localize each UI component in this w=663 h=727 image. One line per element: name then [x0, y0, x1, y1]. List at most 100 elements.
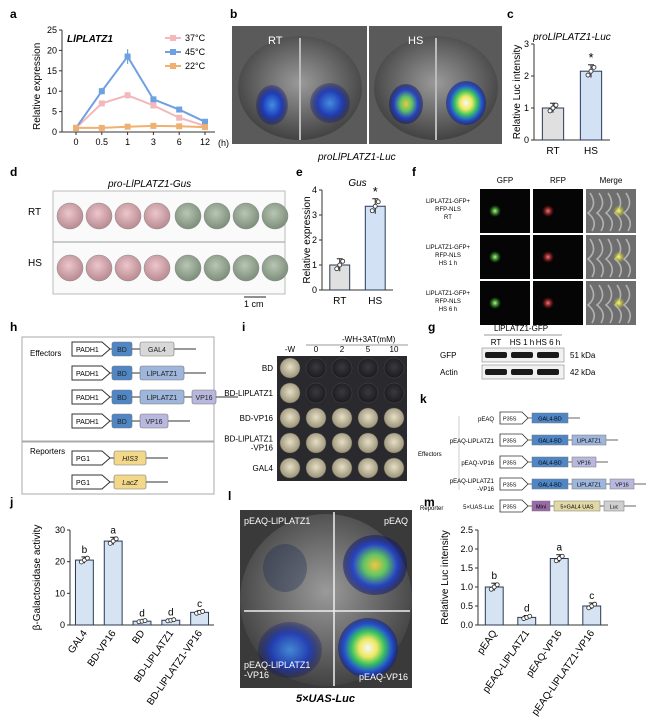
panel-b-letter: b [230, 7, 237, 21]
yeast-spot [383, 432, 405, 454]
panel-i-row: GAL4 [253, 464, 274, 473]
construct-label: BD [117, 347, 127, 354]
gus-disc [232, 202, 260, 230]
panel-k-row-name: -VP16 [477, 487, 494, 493]
yeast-spot [331, 432, 353, 454]
chart-m-ytick: 1.5 [460, 563, 473, 573]
promoter-arrow [71, 389, 111, 405]
panel-d-scale: 1 cm [244, 299, 264, 309]
chart-e-title: Gus [348, 178, 366, 189]
chart-m-xtick: pEAQ [475, 628, 499, 656]
blot-band [511, 352, 533, 358]
blot-band [485, 369, 507, 375]
panel-a-ytick: 15 [47, 66, 57, 76]
chart-e-bar [364, 205, 386, 291]
panel-m: m 0.00.51.01.52.02.5bpEAQdpEAQ-LlPLATZ1a… [424, 495, 608, 718]
gus-disc [85, 202, 113, 230]
panel-a-point [150, 96, 157, 103]
gus-disc [203, 202, 231, 230]
construct-box [139, 389, 185, 405]
panel-c: c 0 1 2 3 RT * HS proLlPLATZ1-Luc Relative Luc i… [507, 7, 611, 157]
gus-disc [143, 202, 171, 230]
panel-l-letter: l [228, 489, 231, 503]
panel-a-xlabel: (h) [218, 138, 229, 148]
panel-i-col: 10 [390, 345, 399, 354]
chart-c-ytick: 0 [524, 135, 529, 145]
panel-e: e 0 1 2 3 4 RT * HS Gus Relative expression [296, 165, 393, 307]
panel-a-line-1 [75, 54, 206, 129]
construct-label: HIS3 [122, 456, 138, 463]
panel-i-row: BD-VP16 [240, 414, 274, 423]
gus-disc [114, 254, 142, 282]
panel-a-point [98, 124, 105, 131]
gus-disc [143, 254, 171, 282]
panel-i-row: BD-LlPLATZ1 [224, 389, 273, 398]
panel-a-legend-label: 45°C [185, 47, 206, 57]
promoter-label: PADH1 [76, 419, 99, 426]
panel-a-point [98, 88, 105, 95]
chart-j-ytick: 20 [55, 557, 65, 567]
panel-d-row-hs: HS [28, 258, 42, 269]
panel-k-row-name: pEAQ-VP16 [461, 461, 494, 467]
nucleus-dot [489, 205, 501, 217]
panel-i-col: 0 [314, 345, 319, 354]
panel-k-effectors: Effectors [418, 452, 442, 458]
yeast-spot [383, 407, 405, 429]
panel-f-row-label: HS 1 h [439, 261, 457, 267]
panel-f-letter: f [412, 165, 417, 179]
promoter-label: P35S [503, 461, 517, 467]
construct-box [111, 341, 133, 357]
panel-m-letter: m [424, 495, 435, 509]
chart-m-ytick: 0.5 [460, 601, 473, 611]
panel-a-ylabel: Relative expression [32, 43, 43, 130]
panel-g: g LlPLATZ1-GFP RT HS 1 h HS 6 h GFP 51 kDa Act… [428, 320, 596, 380]
nucleus-dot [542, 297, 554, 309]
gus-disc [174, 202, 202, 230]
panel-i-col: 5 [366, 345, 371, 354]
panel-d: d pro-LlPLATZ1-Gus RT HS 1 cm [10, 165, 289, 309]
chart-m-ylabel: Relative Luc intensity [440, 530, 451, 625]
panel-j-letter: j [9, 495, 13, 509]
panel-a: a LlPLATZ1 0 5 10 15 20 25 0 0.5 1 3 6 12 Relative… [10, 7, 229, 148]
gus-disc [174, 254, 202, 282]
panel-b: b RT HS proLlPLATZ1-Luc [230, 7, 502, 163]
promoter-label: PADH1 [76, 371, 99, 378]
panel-a-point [176, 114, 183, 121]
panel-a-xtick: 0.5 [96, 137, 109, 147]
chart-j-letter: b [82, 545, 88, 556]
chart-j-xtick: GAL4 [66, 628, 90, 656]
yeast-spot [383, 382, 405, 404]
panel-a-ytick: 0 [52, 127, 57, 137]
panel-c-chart: 0 1 2 3 RT * HS proLlPLATZ1-Luc Relative Luc int… [512, 32, 611, 157]
chart-m-letter: a [556, 543, 562, 554]
panel-a-xtick: 1 [125, 137, 130, 147]
panel-i-row: -VP16 [251, 444, 274, 453]
chart-m-letter: c [589, 591, 594, 602]
panel-f-col-label: Merge [600, 176, 623, 185]
yeast-spot [331, 457, 353, 479]
panel-f-row-label: RFP-NLS [435, 207, 461, 213]
chart-e-ytick: 4 [312, 185, 317, 195]
promoter-arrow [499, 411, 529, 425]
panel-a-xtick: 0 [73, 137, 78, 147]
chart-j-xtick: BD-LlPLATZ1-VP16 [145, 628, 205, 707]
construct-label: BD [117, 419, 127, 426]
promoter-arrow [71, 341, 111, 357]
yeast-spot [331, 357, 353, 379]
panel-h: h Effectors Reporters PADH1 BD GAL4 PADH1 BD… [10, 320, 238, 495]
construct-box [191, 389, 217, 405]
chart-m-xtick: pEAQ-LlPLATZ1-VP16 [530, 628, 597, 718]
blot-band [511, 369, 533, 375]
panel-a-gene: LlPLATZ1 [67, 34, 113, 45]
panel-g-col: HS 6 h [536, 338, 560, 347]
promoter-label: P35S [503, 483, 517, 489]
chart-e-signif: * [373, 184, 378, 199]
construct-box [531, 456, 569, 468]
yeast-spot [305, 357, 327, 379]
panel-k-constructs: Effectors Reporter pEAQ P35S GAL4-BD pEAQ-LlP… [418, 411, 646, 513]
yeast-spot [279, 407, 301, 429]
panel-i: i -WH+3AT(mM) -W 0 2 5 10 BD BD-LlPLATZ1 BD-VP16… [224, 320, 408, 481]
panel-g-col: RT [491, 338, 502, 347]
